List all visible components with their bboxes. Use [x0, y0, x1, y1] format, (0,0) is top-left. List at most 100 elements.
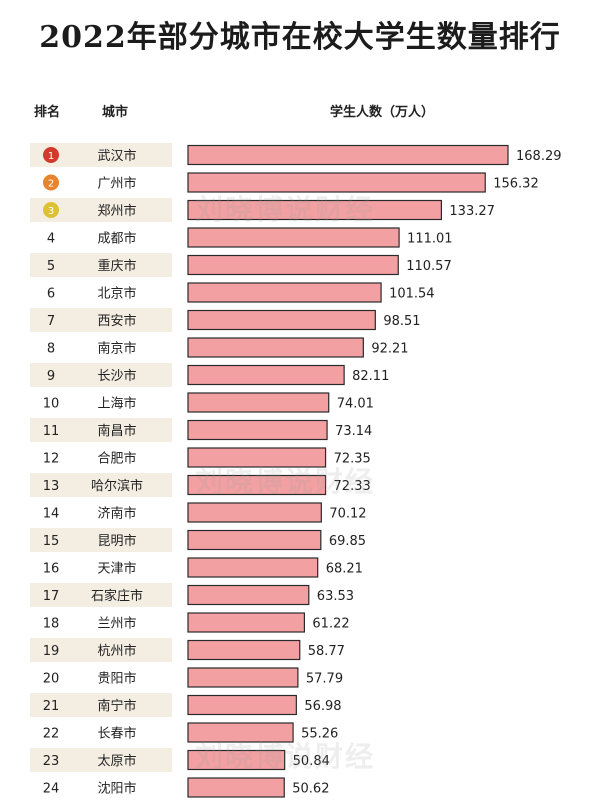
value-label: 63.53 [317, 589, 354, 604]
medal-icon [43, 202, 59, 218]
row-band [30, 253, 172, 277]
value-label: 73.14 [335, 424, 372, 439]
bar [187, 254, 399, 276]
value-column-header: 学生人数（万人） [330, 105, 435, 120]
city-label: 北京市 [97, 286, 136, 302]
bar [187, 694, 297, 716]
value-label: 101.54 [389, 287, 435, 302]
row-band [30, 308, 172, 332]
rank-label: 18 [43, 617, 60, 632]
value-label: 111.01 [407, 232, 453, 247]
value-label: 57.79 [306, 672, 343, 687]
city-label: 南昌市 [97, 423, 136, 439]
value-label: 82.11 [352, 369, 389, 384]
rank-label: 11 [43, 424, 60, 439]
rank-label: 5 [47, 259, 55, 274]
bar [187, 667, 299, 688]
city-label: 长春市 [97, 726, 136, 742]
medal-icon [43, 147, 59, 163]
bar [187, 474, 327, 496]
rank-label: 22 [43, 727, 60, 742]
medal-icon [43, 174, 59, 191]
row-band [30, 363, 172, 387]
bar [187, 364, 345, 386]
rank-label: 7 [47, 314, 55, 329]
rank-label: 9 [47, 369, 55, 384]
city-label: 西安市 [97, 313, 136, 329]
value-label: 92.21 [371, 342, 408, 357]
row-band [30, 693, 172, 717]
value-label: 72.33 [334, 479, 371, 494]
value-label: 74.01 [337, 397, 374, 412]
bar [187, 144, 509, 166]
bar [187, 777, 285, 798]
rank-label: 12 [43, 452, 60, 467]
rank-label: 3 [48, 206, 54, 217]
bar [187, 419, 328, 441]
city-label: 成都市 [97, 231, 136, 247]
rank-label: 15 [43, 534, 60, 549]
city-label: 兰州市 [97, 616, 136, 632]
rank-label: 6 [47, 287, 55, 302]
bar [187, 749, 286, 771]
city-column-header: 城市 [102, 105, 129, 120]
value-label: 168.29 [516, 149, 562, 164]
city-label: 南宁市 [97, 698, 136, 714]
bar [187, 227, 400, 248]
bar [187, 612, 306, 633]
row-band [30, 583, 172, 607]
value-label: 98.51 [383, 314, 420, 329]
city-label: 石家庄市 [91, 588, 143, 604]
bar [187, 172, 486, 193]
city-label: 沈阳市 [97, 781, 136, 797]
value-label: 156.32 [493, 177, 538, 192]
row-band [30, 748, 172, 772]
city-label: 南京市 [97, 341, 136, 357]
rank-label: 21 [43, 699, 60, 714]
rank-label: 20 [43, 672, 60, 687]
bar [187, 502, 322, 523]
value-label: 69.85 [329, 534, 366, 549]
city-label: 哈尔滨市 [91, 478, 143, 494]
value-label: 72.35 [334, 452, 371, 467]
value-label: 50.84 [293, 754, 330, 769]
bar [187, 199, 443, 221]
rank-label: 10 [43, 397, 60, 412]
rank-label: 1 [48, 151, 54, 162]
city-label: 郑州市 [97, 203, 136, 219]
city-label: 广州市 [97, 176, 136, 192]
city-label: 济南市 [97, 506, 136, 522]
rank-label: 2 [48, 179, 54, 190]
city-label: 上海市 [97, 396, 136, 412]
city-label: 杭州市 [97, 643, 136, 659]
city-label: 长沙市 [97, 368, 136, 384]
value-label: 70.12 [329, 507, 366, 522]
bar [187, 639, 301, 661]
bar [187, 392, 330, 413]
bar [187, 529, 322, 551]
value-label: 55.26 [301, 727, 338, 742]
bar [187, 722, 294, 743]
rank-label: 4 [47, 232, 55, 247]
value-label: 68.21 [326, 562, 363, 577]
rank-label: 16 [43, 562, 60, 577]
rank-column-header: 排名 [34, 105, 61, 120]
row-band [30, 638, 172, 662]
city-label: 太原市 [97, 753, 136, 769]
rank-label: 17 [43, 589, 60, 604]
value-label: 56.98 [304, 699, 341, 714]
city-label: 昆明市 [97, 533, 136, 549]
value-label: 110.57 [406, 259, 452, 274]
row-band [30, 418, 172, 442]
bar [187, 447, 327, 468]
row-band [30, 528, 172, 552]
rank-label: 24 [43, 782, 60, 797]
bar [187, 282, 382, 303]
rank-label: 19 [43, 644, 60, 659]
rank-label: 23 [43, 754, 60, 769]
chart-title: 2022年部分城市在校大学生数量排行 [39, 20, 561, 55]
city-label: 天津市 [97, 561, 136, 577]
bar [187, 309, 376, 331]
bar [187, 557, 319, 578]
